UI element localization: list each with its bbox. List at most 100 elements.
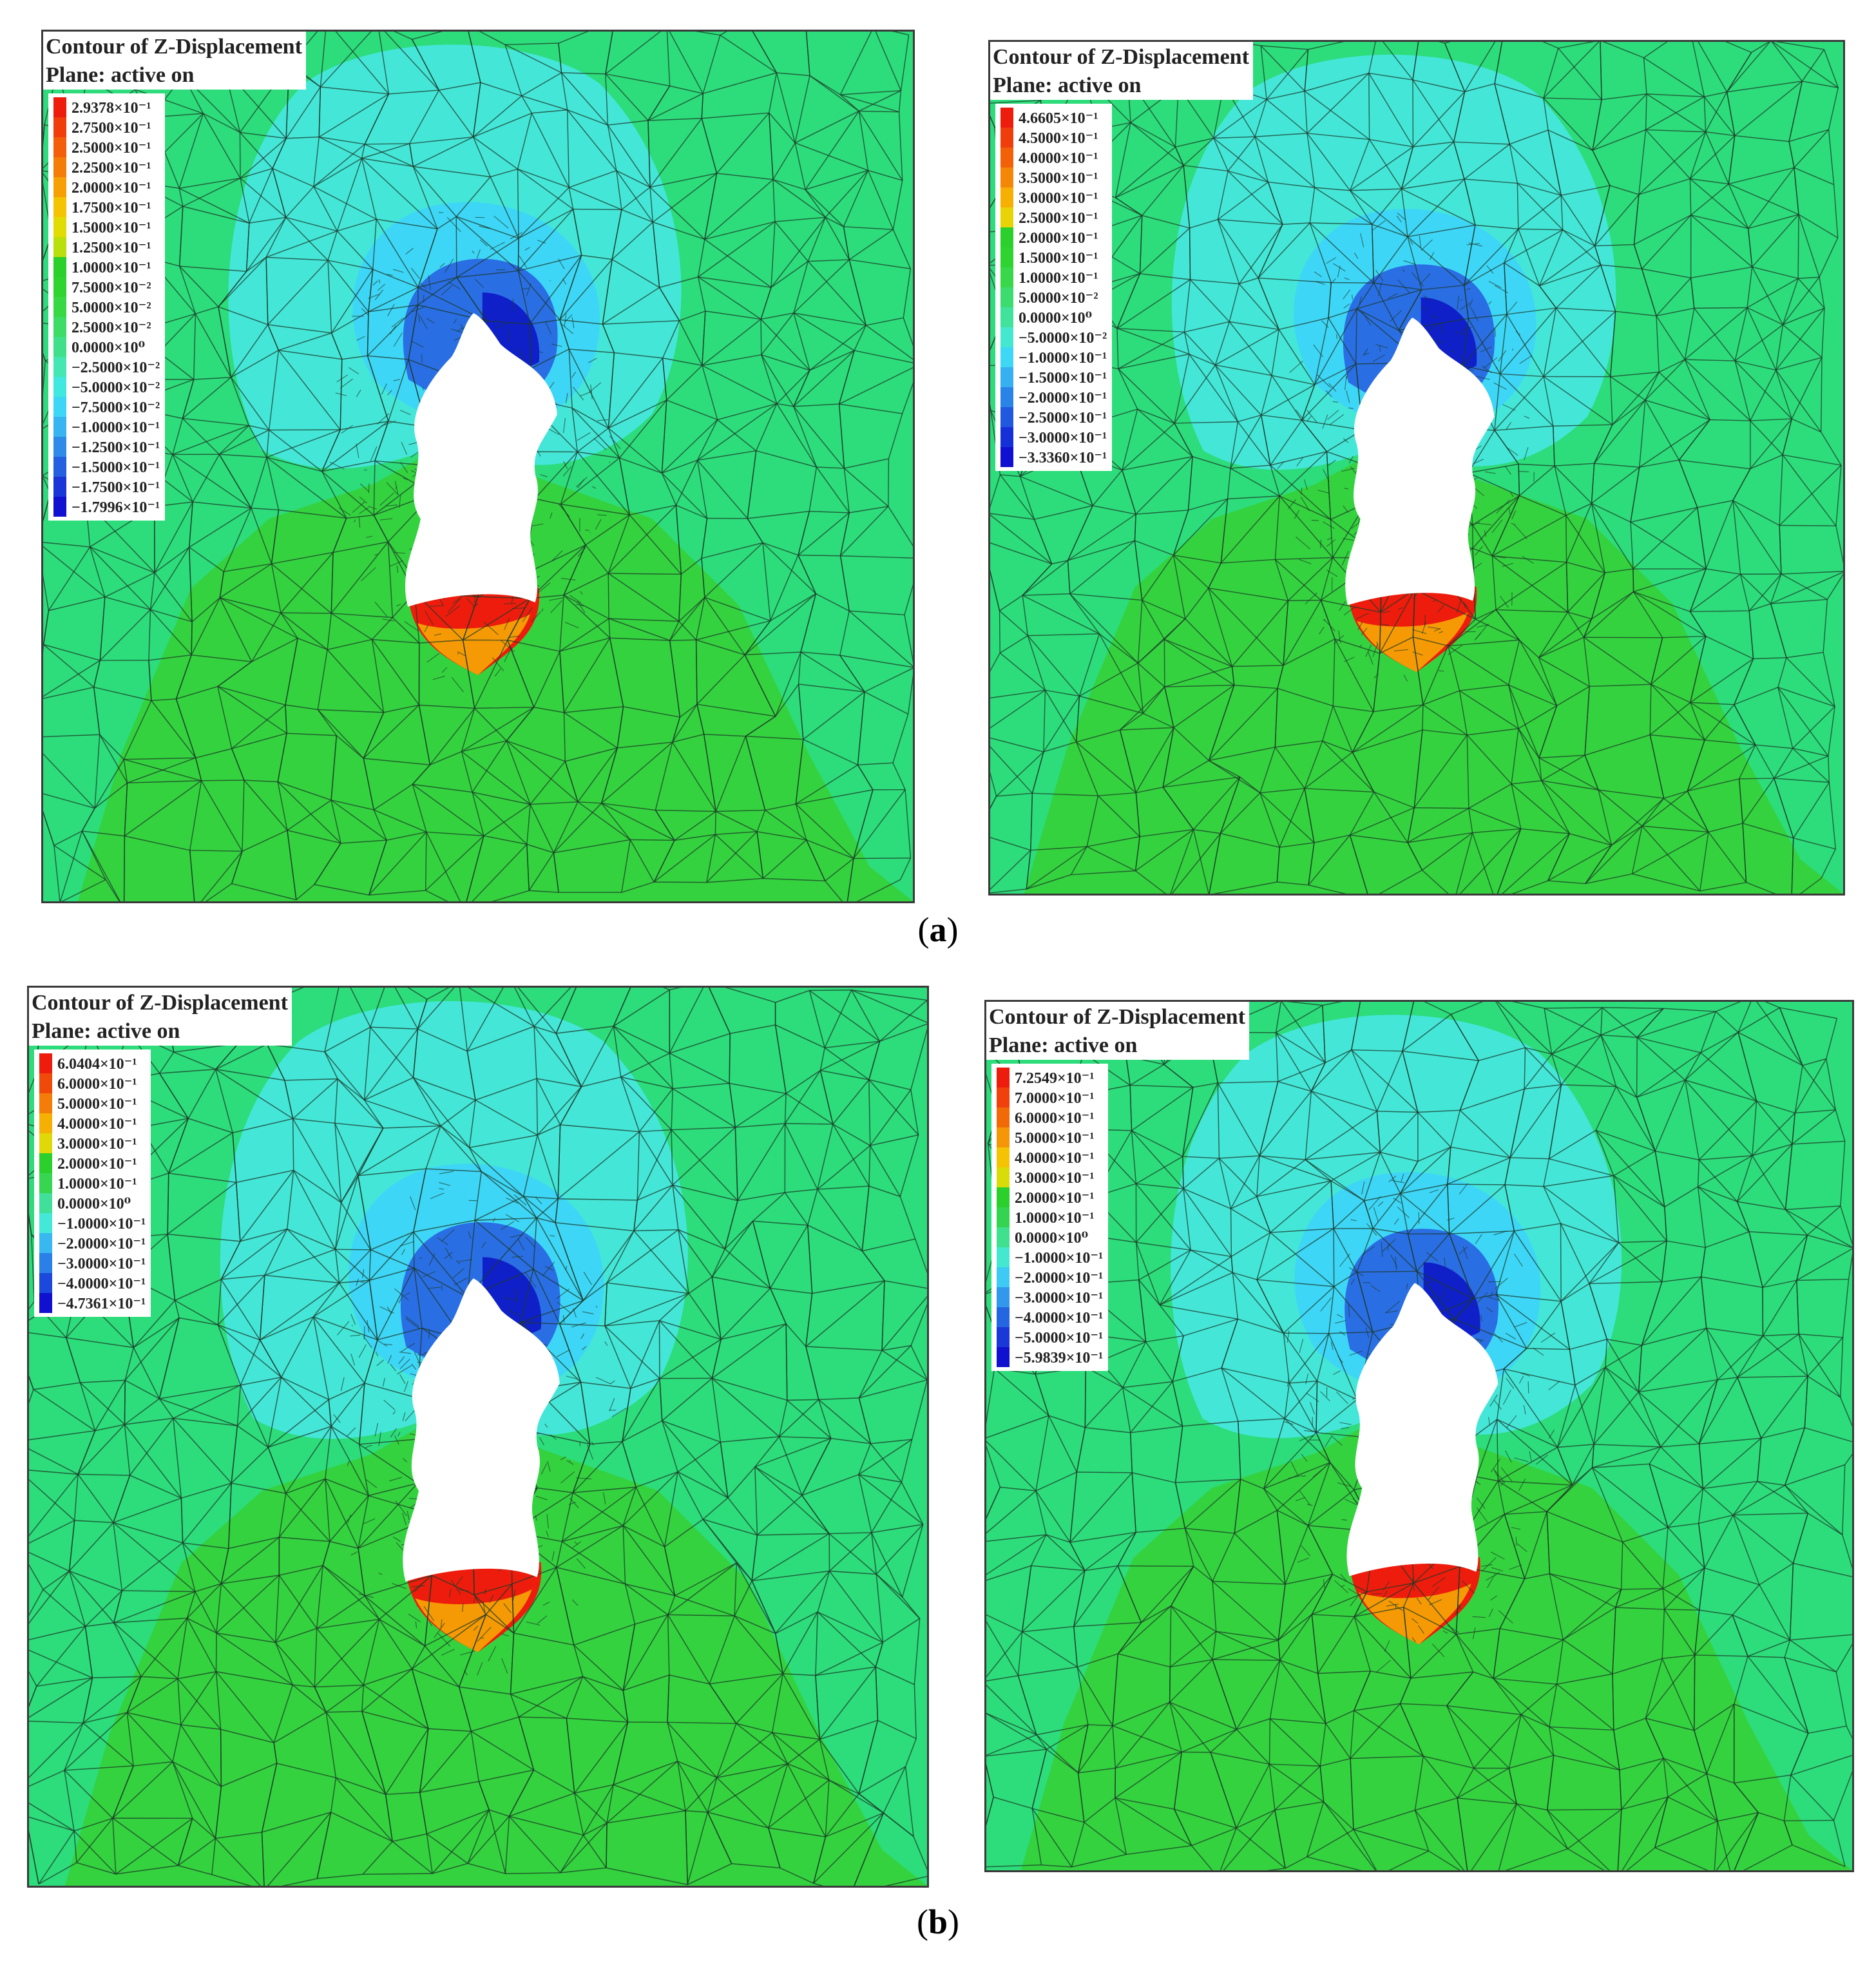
mesh-edge: [566, 393, 568, 403]
mesh-edge: [655, 810, 675, 841]
mesh-edge: [458, 1614, 487, 1687]
mesh-edge: [1734, 135, 1790, 142]
mesh-edge: [1044, 689, 1077, 743]
mesh-edge: [1373, 704, 1423, 713]
mesh-edge: [1271, 329, 1279, 376]
mesh-edge: [124, 835, 190, 851]
mesh-edge: [1794, 129, 1830, 168]
mesh-edge: [1191, 1249, 1232, 1258]
mesh-edge: [1639, 400, 1646, 468]
mesh-edge: [560, 72, 568, 110]
legend-swatch: [53, 457, 66, 477]
mesh-edge: [33, 1389, 95, 1432]
mesh-edge: [1795, 1109, 1836, 1114]
mesh-edge: [195, 1583, 222, 1593]
mesh-edge: [613, 1721, 629, 1785]
legend-entry: 4.0000×10⁻¹: [1000, 148, 1107, 168]
mesh-edge: [364, 1383, 417, 1399]
mesh-edge: [1518, 463, 1555, 466]
mesh-edge: [1551, 1053, 1562, 1085]
mesh-edge: [1705, 91, 1728, 133]
mesh-edge: [868, 1041, 881, 1080]
mesh-edge: [1402, 1002, 1415, 1051]
mesh-edge: [1776, 370, 1822, 432]
mesh-edge: [64, 1765, 134, 1771]
mesh-edge: [403, 477, 408, 481]
mesh-edge: [367, 1319, 370, 1332]
mesh-edge: [231, 733, 287, 749]
mesh-edge: [706, 834, 716, 883]
mesh-edge: [803, 739, 858, 765]
mesh-edge: [324, 1051, 365, 1100]
mesh-edge: [1792, 1109, 1836, 1145]
mesh-edge: [1486, 265, 1494, 274]
mesh-edge: [99, 734, 128, 783]
mesh-edge: [565, 1265, 568, 1270]
mesh-edge: [1352, 704, 1424, 753]
mesh-edge: [702, 35, 721, 94]
mesh-edge: [321, 471, 374, 516]
mesh-edge: [324, 1051, 338, 1079]
mesh-edge: [546, 1514, 549, 1529]
mesh-edge: [647, 85, 671, 121]
legend-swatch: [53, 437, 66, 457]
mesh-edge: [1412, 637, 1424, 705]
mesh-edge: [392, 1583, 407, 1589]
mesh-edge: [1417, 1109, 1460, 1113]
mesh-edge: [330, 800, 341, 843]
mesh-edge: [851, 989, 927, 1023]
mesh-edge: [29, 1770, 65, 1787]
mesh-edge: [429, 707, 475, 765]
mesh-edge: [173, 1051, 216, 1070]
mesh-edge: [560, 452, 578, 504]
legend-label: 3.0000×10⁻¹: [1019, 189, 1098, 207]
mesh-edge: [704, 179, 774, 240]
mesh-edge: [408, 442, 418, 445]
mesh-edge: [217, 686, 233, 749]
mesh-edge: [1316, 1333, 1330, 1381]
mesh-edge: [1491, 495, 1520, 557]
mesh-edge: [1259, 792, 1280, 848]
mesh-edge: [857, 762, 894, 765]
mesh-edge: [364, 1339, 378, 1384]
mesh-edge: [1164, 686, 1174, 728]
mesh-edge: [104, 572, 155, 598]
mesh-edge: [395, 1500, 407, 1517]
mesh-edge: [1649, 734, 1665, 799]
mesh-edge: [1209, 833, 1221, 894]
mesh-edge: [1459, 1060, 1479, 1111]
mesh-edge: [630, 839, 675, 841]
mesh-edge: [701, 118, 718, 174]
mesh-edge: [729, 1082, 787, 1095]
mesh-edge: [221, 1274, 265, 1280]
mesh-edge: [459, 1651, 475, 1656]
mesh-edge: [230, 377, 249, 426]
mesh-edge: [604, 1325, 660, 1379]
mesh-edge: [611, 209, 622, 260]
mesh-edge: [454, 1278, 468, 1286]
mesh-edge: [858, 1397, 872, 1444]
mesh-edge: [1135, 456, 1193, 515]
mesh-edge: [580, 1381, 631, 1389]
mesh-edge: [1448, 609, 1497, 647]
mesh-edge: [1137, 408, 1175, 424]
mesh-edge: [339, 1279, 370, 1284]
mesh-edge: [622, 1378, 660, 1442]
mesh-edge: [94, 782, 128, 809]
mesh-edge: [1323, 521, 1335, 529]
mesh-edge: [1279, 495, 1334, 558]
mesh-edge: [1231, 666, 1235, 685]
mesh-edge: [990, 100, 1041, 104]
mesh-edge: [1032, 792, 1098, 796]
mesh-edge: [868, 1079, 912, 1091]
mesh-edge: [1218, 1158, 1258, 1197]
mesh-edge: [426, 1834, 433, 1874]
plane-label: Plane: active on: [32, 1019, 180, 1043]
mesh-edge: [1507, 302, 1518, 314]
mesh-edge: [825, 1040, 880, 1049]
mesh-edge: [292, 1684, 327, 1713]
mesh-edge: [1788, 141, 1795, 168]
mesh-edge: [987, 1144, 993, 1178]
mesh-edge: [563, 637, 611, 713]
mesh-edge: [1372, 644, 1379, 657]
